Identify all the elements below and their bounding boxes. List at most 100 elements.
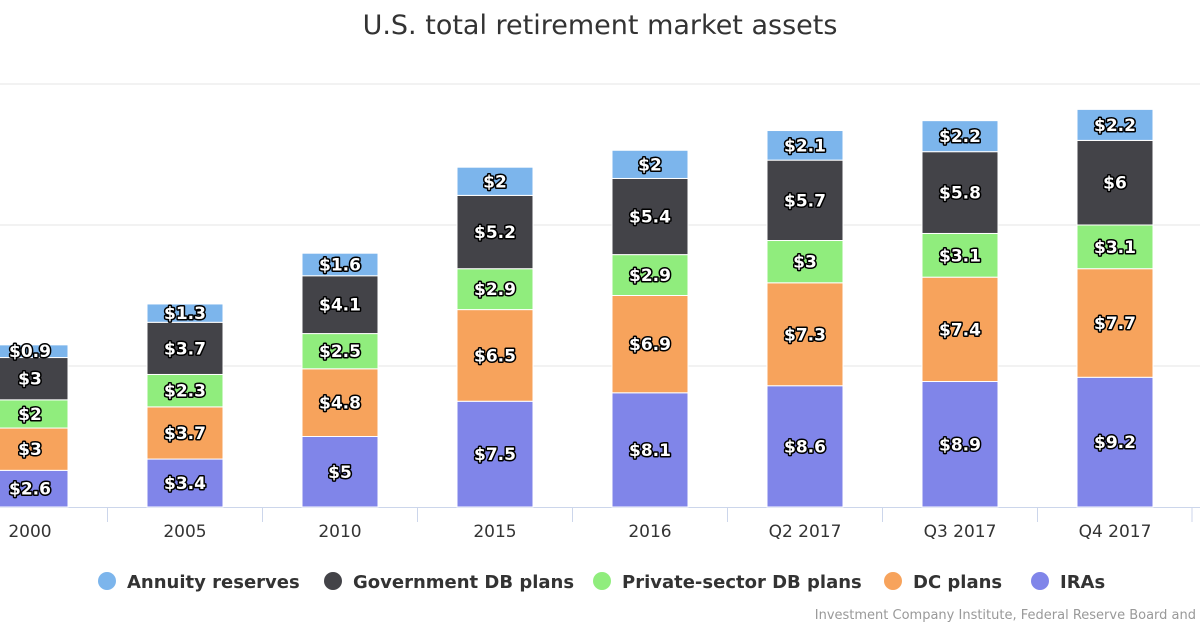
data-label: $8.6 [784,437,826,457]
bar-segment [1076,139,1154,226]
chart-credit[interactable]: Investment Company Institute, Federal Re… [814,608,1196,623]
x-axis-label: Q4 2017 [1079,522,1152,542]
bar-segment [456,166,534,196]
bar-segment [766,282,844,387]
bar-segment [611,295,689,394]
bar-segment [301,436,379,508]
data-label: $5.2 [474,223,516,243]
bar-segment [301,252,379,277]
x-axis-label: 2010 [318,522,361,542]
data-label: $3.7 [164,339,206,359]
x-axis-label: 2000 [8,522,51,542]
data-label: $8.9 [939,435,981,455]
bar-segment [146,373,224,408]
legend-item[interactable]: Annuity reserves [98,572,300,593]
bar-segment [921,276,999,383]
data-label: $2.3 [164,382,206,402]
x-axis-label: Q3 2017 [924,522,997,542]
bar-segment [146,321,224,375]
x-axis-label: 2005 [163,522,206,542]
legend-marker [884,572,902,590]
bar-segment [1076,224,1154,270]
data-label: $3 [18,370,42,390]
data-label: $4.1 [319,296,361,316]
bar-segment [611,149,689,179]
data-label: $2 [638,155,662,175]
data-label: $1.6 [319,255,361,275]
data-label: $5.7 [784,191,826,211]
data-label: $2.2 [1094,116,1136,136]
bar-segment [611,392,689,508]
bar-segment [0,469,69,508]
data-label: $2 [18,405,42,425]
data-label: $3.7 [164,424,206,444]
bar-segment [456,268,534,311]
legend-marker [1031,572,1049,590]
legend-label: IRAs [1060,572,1105,593]
data-label: $2.1 [784,136,826,156]
bar-segment [456,400,534,508]
data-label: $7.4 [939,320,981,340]
data-label: $2.5 [319,342,361,362]
bar-segment [0,344,69,359]
bar-segment [146,303,224,323]
data-label: $4.8 [319,394,361,414]
bar-segment [456,194,534,270]
data-label: $3.4 [164,474,206,494]
bar-segment [1076,108,1154,141]
bar-segment [1076,268,1154,378]
data-label: $9.2 [1094,433,1136,453]
legend-item[interactable]: IRAs [1031,572,1105,593]
data-label: $2.9 [474,280,516,300]
bar-segment [766,130,844,161]
bar-segment [766,385,844,508]
data-label: $8.1 [629,441,671,461]
bar-segment [921,381,999,508]
data-label: $0.9 [9,342,51,362]
data-label: $7.7 [1094,314,1136,334]
data-label: $3 [18,440,42,460]
data-label: $6.9 [629,335,671,355]
legend-item[interactable]: Government DB plans [324,572,574,593]
legend-label: Private-sector DB plans [622,572,862,593]
data-label: $2.2 [939,127,981,147]
x-axis-label: 2015 [473,522,516,542]
data-label: $3.1 [939,246,981,266]
legend-label: Annuity reserves [127,572,300,593]
data-label: $2 [483,172,507,192]
bar-segment [301,333,379,370]
chart-title: U.S. total retirement market assets [362,10,838,41]
bar-segment [146,406,224,460]
data-label: $5.4 [629,208,671,228]
data-label: $2.9 [629,266,671,286]
bar-segment [921,120,999,153]
legend-marker [98,572,116,590]
x-axis-label: 2016 [628,522,671,542]
data-label: $1.3 [164,304,206,324]
x-axis-label: Q2 2017 [769,522,842,542]
legend-label: Government DB plans [353,572,574,593]
bar-segment [0,399,69,429]
data-label: $6 [1103,174,1127,194]
data-label: $5 [328,463,352,483]
bar-segment [1076,376,1154,508]
data-label: $5.8 [939,184,981,204]
data-label: $2.6 [9,480,51,500]
bar-segment [766,240,844,284]
bar-segment [0,357,69,401]
legend-marker [593,572,611,590]
bar-segment [301,275,379,335]
data-label: $3 [793,253,817,273]
bar-segment [0,427,69,471]
legend-item[interactable]: Private-sector DB plans [593,572,862,593]
data-label: $7.3 [784,325,826,345]
data-label: $7.5 [474,445,516,465]
legend-label: DC plans [913,572,1002,593]
bar-segment [921,232,999,278]
legend-item[interactable]: DC plans [884,572,1002,593]
bar-segment [456,309,534,402]
data-label: $6.5 [474,346,516,366]
data-label: $3.1 [1094,238,1136,258]
legend-marker [324,572,342,590]
